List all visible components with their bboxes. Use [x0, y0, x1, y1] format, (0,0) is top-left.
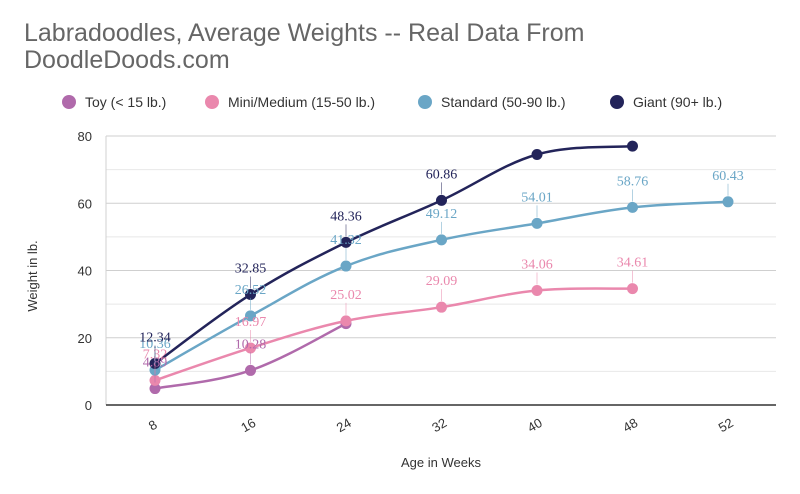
y-tick-label: 80 — [78, 129, 92, 144]
data-point-mini-medium[interactable] — [340, 315, 352, 327]
data-point-standard[interactable] — [340, 260, 352, 272]
data-label-standard: 58.76 — [617, 174, 649, 189]
legend-marker-standard — [418, 95, 432, 109]
data-point-mini-medium[interactable] — [531, 284, 543, 296]
legend-item-mini-medium[interactable]: Mini/Medium (15-50 lb.) — [205, 90, 375, 114]
data-point-giant[interactable] — [436, 194, 447, 206]
data-point-mini-medium[interactable] — [627, 283, 638, 295]
legend-marker-giant — [610, 95, 624, 109]
data-label-standard: 10.36 — [139, 337, 171, 352]
data-label-mini-medium: 25.02 — [330, 288, 362, 303]
y-tick-label: 60 — [78, 196, 92, 211]
x-tick-label: 52 — [716, 415, 736, 435]
y-tick-label: 0 — [85, 398, 92, 413]
x-axis-title: Age in Weeks — [401, 455, 481, 470]
axis-layer: 0 20 40 60 80 8 16 24 32 40 48 52 — [78, 129, 776, 435]
data-label-standard: 41.32 — [330, 233, 362, 248]
data-point-toy[interactable] — [149, 383, 161, 395]
data-point-standard[interactable] — [627, 201, 638, 213]
x-tick-label: 32 — [429, 415, 449, 435]
legend-item-giant[interactable]: Giant (90+ lb.) — [610, 90, 722, 114]
data-label-giant: 12.34 — [139, 331, 171, 346]
legend-label-standard: Standard (50-90 lb.) — [441, 94, 566, 110]
legend-marker-toy — [62, 95, 76, 109]
chart-title: Labradoodles, Average Weights -- Real Da… — [24, 19, 585, 74]
legend-label-mini-medium: Mini/Medium (15-50 lb.) — [228, 94, 376, 110]
data-point-giant[interactable] — [340, 236, 352, 248]
data-label-giant: 48.36 — [330, 209, 362, 224]
legend-item-toy[interactable]: Toy (< 15 lb.) — [62, 90, 166, 114]
data-point-standard[interactable] — [436, 234, 447, 246]
y-tick-label: 20 — [78, 331, 92, 346]
x-tick-label: 16 — [238, 415, 258, 435]
data-label-standard: 49.12 — [426, 207, 458, 222]
data-point-mini-medium[interactable] — [245, 342, 256, 354]
legend-label-giant: Giant (90+ lb.) — [633, 94, 723, 110]
data-label-standard: 60.43 — [712, 169, 744, 184]
data-label-giant: 32.85 — [235, 262, 267, 277]
data-point-standard[interactable] — [531, 217, 543, 229]
legend: Toy (< 15 lb.) Mini/Medium (15-50 lb.) S… — [0, 90, 800, 114]
legend-label-toy: Toy (< 15 lb.) — [85, 94, 167, 110]
series-layer — [149, 140, 734, 395]
data-label-standard: 26.52 — [235, 283, 267, 298]
y-tick-label: 40 — [78, 264, 92, 279]
data-point-giant[interactable] — [627, 140, 638, 152]
data-point-mini-medium[interactable] — [436, 301, 447, 313]
data-label-mini-medium: 34.06 — [521, 257, 553, 272]
y-axis-title: Weight in lb. — [25, 240, 40, 311]
data-label-mini-medium: 16.97 — [235, 315, 267, 330]
data-label-standard: 54.01 — [521, 190, 553, 205]
x-tick-label: 40 — [525, 415, 545, 435]
series-line-giant — [154, 144, 633, 365]
data-label-mini-medium: 34.61 — [617, 256, 649, 271]
legend-marker-mini-medium — [205, 95, 219, 109]
x-tick-label: 24 — [334, 415, 354, 435]
data-point-toy[interactable] — [245, 364, 256, 376]
x-tick-label: 8 — [146, 417, 160, 434]
data-point-standard[interactable] — [722, 196, 734, 208]
data-label-mini-medium: 29.09 — [426, 274, 458, 289]
data-label-toy: 10.28 — [235, 337, 267, 352]
x-tick-label: 48 — [620, 415, 640, 435]
data-point-standard[interactable] — [245, 310, 256, 322]
data-point-giant[interactable] — [245, 289, 256, 301]
data-point-giant[interactable] — [531, 148, 543, 160]
series-line-mini-medium — [154, 287, 633, 382]
data-label-giant: 60.86 — [426, 167, 458, 182]
legend-item-standard[interactable]: Standard (50-90 lb.) — [418, 90, 566, 114]
